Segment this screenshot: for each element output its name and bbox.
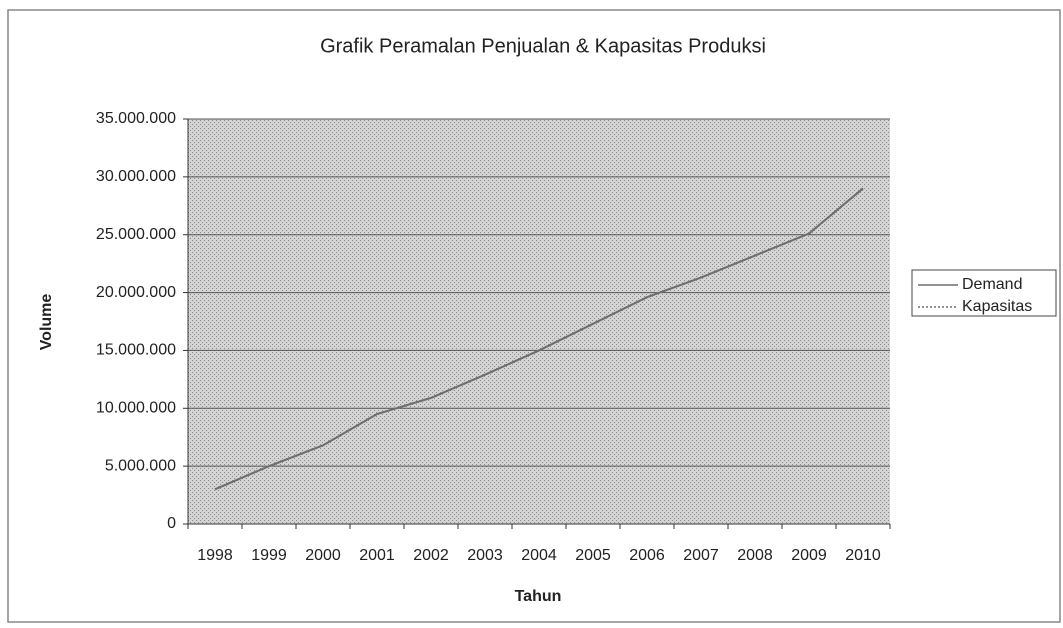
x-tick-label: 2010 (845, 547, 881, 564)
x-tick-label: 2006 (629, 547, 665, 564)
y-tick-label: 10.000.000 (96, 400, 176, 417)
x-tick-label: 1998 (197, 547, 233, 564)
x-tick-label: 2007 (683, 547, 719, 564)
x-tick-label: 2009 (791, 547, 827, 564)
y-tick-label: 25.000.000 (96, 226, 176, 243)
x-axis-label: Tahun (515, 588, 562, 605)
x-tick-label: 2002 (413, 547, 449, 564)
series-line (214, 187, 864, 491)
x-tick-label: 2003 (467, 547, 503, 564)
y-tick-label: 35.000.000 (96, 110, 176, 127)
chart-title: Grafik Peramalan Penjualan & Kapasitas P… (320, 35, 766, 57)
y-tick-label: 30.000.000 (96, 168, 176, 185)
plot-area (188, 119, 890, 524)
x-tick-label: 1999 (251, 547, 287, 564)
x-tick-label: 2005 (575, 547, 611, 564)
x-tick-label: 2004 (521, 547, 557, 564)
x-tick-label: 2001 (359, 547, 395, 564)
x-tick-label: 2008 (737, 547, 773, 564)
y-tick-label: 20.000.000 (96, 284, 176, 301)
y-tick-label: 0 (167, 515, 176, 532)
legend-label: Kapasitas (962, 298, 1032, 315)
legend-label: Demand (962, 276, 1022, 293)
y-tick-label: 15.000.000 (96, 342, 176, 359)
y-tick-label: 5.000.000 (105, 457, 176, 474)
y-axis-label: Volume (38, 294, 55, 351)
legend-box (911, 269, 1057, 317)
x-tick-label: 2000 (305, 547, 341, 564)
